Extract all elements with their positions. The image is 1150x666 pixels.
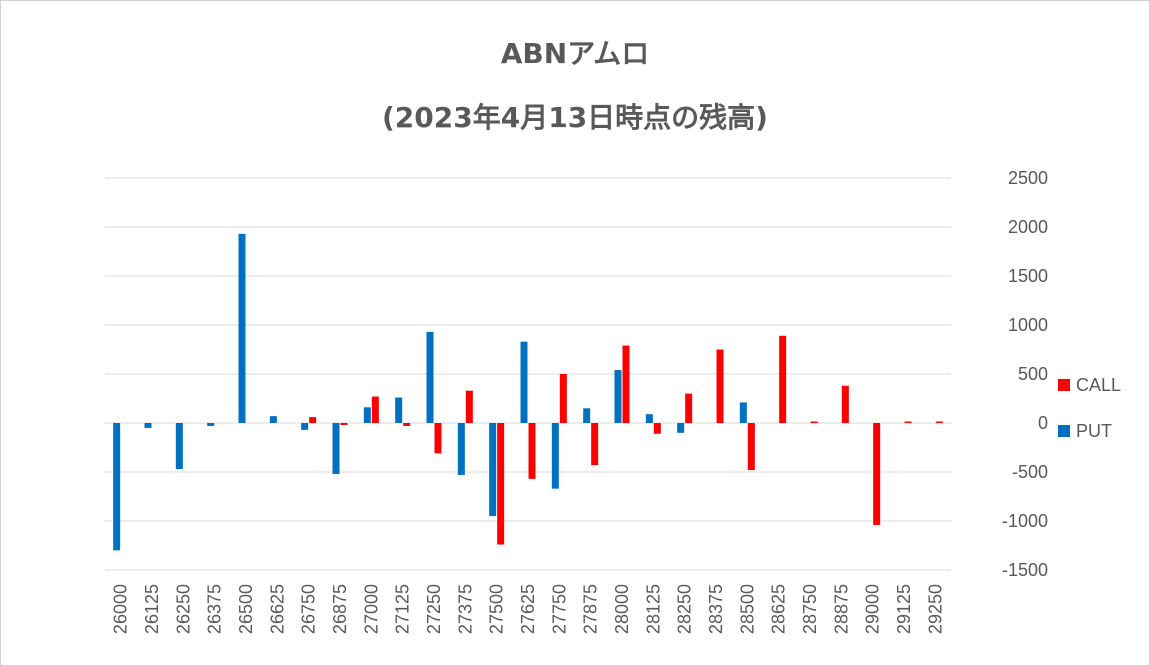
call-bar-28375 (716, 349, 724, 423)
put-bar-26500 (238, 233, 246, 423)
put-bar-27500 (489, 423, 497, 517)
x-tick-label: 28000 (612, 584, 632, 634)
x-tick-label: 26875 (330, 584, 350, 634)
y-tick-label: 0 (1038, 413, 1048, 433)
x-tick-label: 26625 (267, 584, 287, 634)
y-tick-label: -500 (1012, 462, 1048, 482)
put-bar-26250 (175, 423, 183, 470)
y-tick-label: -1500 (1002, 560, 1048, 580)
put-bar-27750 (551, 423, 559, 489)
put-bar-27000 (363, 407, 371, 423)
y-tick-label: 1500 (1008, 266, 1048, 286)
put-legend-swatch (1058, 425, 1070, 437)
x-tick-label: 28375 (706, 584, 726, 634)
call-legend-swatch (1058, 379, 1070, 391)
put-bar-27375 (457, 423, 465, 475)
x-tick-label: 26000 (111, 584, 131, 634)
put-bar-26875 (332, 423, 340, 474)
call-bar-26875 (340, 423, 348, 425)
call-bar-28875 (841, 385, 849, 423)
y-axis-ticks: 2500 2000 1500 1000 500 0 -500 -1000 -1500 (1002, 168, 1048, 580)
x-tick-label: 29250 (925, 584, 945, 634)
x-tick-label: 28125 (643, 584, 663, 634)
x-tick-label: 28875 (831, 584, 851, 634)
x-tick-label: 29000 (863, 584, 883, 634)
x-tick-label: 27125 (393, 584, 413, 634)
x-tick-label: 26375 (205, 584, 225, 634)
y-tick-label: 1000 (1008, 315, 1048, 335)
call-bar-28625 (779, 335, 787, 423)
call-bar-29125 (904, 421, 912, 423)
put-bar-26125 (144, 423, 152, 428)
x-axis-ticks: 26000 26125 26250 26375 26500 26625 26750 26875… (111, 584, 946, 634)
chart-title: ABNアムロ (501, 37, 650, 70)
x-tick-label: 27875 (581, 584, 601, 634)
put-legend-label: PUT (1076, 421, 1112, 441)
bars (113, 233, 943, 551)
call-bar-28125 (653, 423, 661, 434)
put-bar-26625 (269, 416, 277, 423)
call-legend-label: CALL (1076, 375, 1121, 395)
call-bar-28750 (810, 421, 818, 423)
call-bar-27000 (371, 396, 379, 423)
x-tick-label: 27625 (518, 584, 538, 634)
x-tick-label: 28250 (675, 584, 695, 634)
y-tick-label: 500 (1018, 364, 1048, 384)
x-tick-label: 26250 (173, 584, 193, 634)
put-bar-28500 (739, 402, 747, 423)
call-bar-27750 (559, 374, 567, 423)
x-tick-label: 27500 (487, 584, 507, 634)
put-bar-27875 (583, 408, 591, 423)
call-bar-27625 (528, 423, 536, 479)
call-bar-27875 (591, 423, 599, 466)
call-bar-29000 (873, 423, 881, 525)
y-tick-label: -1000 (1002, 511, 1048, 531)
put-bar-26750 (301, 423, 309, 430)
call-bar-28000 (622, 345, 630, 423)
y-tick-label: 2000 (1008, 217, 1048, 237)
put-bar-28000 (614, 370, 622, 423)
put-bar-27250 (426, 331, 434, 423)
x-tick-label: 28500 (737, 584, 757, 634)
call-bar-29250 (935, 421, 943, 423)
x-tick-label: 27750 (549, 584, 569, 634)
x-tick-label: 26500 (236, 584, 256, 634)
x-tick-label: 27250 (424, 584, 444, 634)
x-tick-label: 26125 (142, 584, 162, 634)
call-bar-27250 (434, 423, 442, 454)
x-tick-label: 28625 (769, 584, 789, 634)
call-bar-28500 (747, 423, 755, 471)
x-tick-label: 27375 (455, 584, 475, 634)
x-tick-label: 26750 (299, 584, 319, 634)
put-bar-28125 (645, 414, 653, 423)
put-bar-26000 (113, 423, 121, 551)
legend: CALL PUT (1058, 375, 1121, 441)
put-bar-27625 (520, 341, 528, 423)
call-bar-26750 (309, 417, 317, 423)
put-bar-26375 (207, 423, 215, 426)
y-tick-label: 2500 (1008, 168, 1048, 188)
put-bar-28250 (677, 423, 685, 433)
x-tick-label: 28750 (800, 584, 820, 634)
gridlines (105, 177, 951, 571)
call-bar-27375 (465, 390, 473, 423)
x-tick-label: 27000 (361, 584, 381, 634)
chart-subtitle: (2023年4月13日時点の残高) (382, 101, 768, 134)
x-tick-label: 29125 (894, 584, 914, 634)
call-bar-27125 (403, 423, 411, 426)
call-bar-28250 (685, 393, 693, 423)
put-bar-27125 (395, 397, 403, 423)
call-bar-27500 (497, 423, 505, 545)
